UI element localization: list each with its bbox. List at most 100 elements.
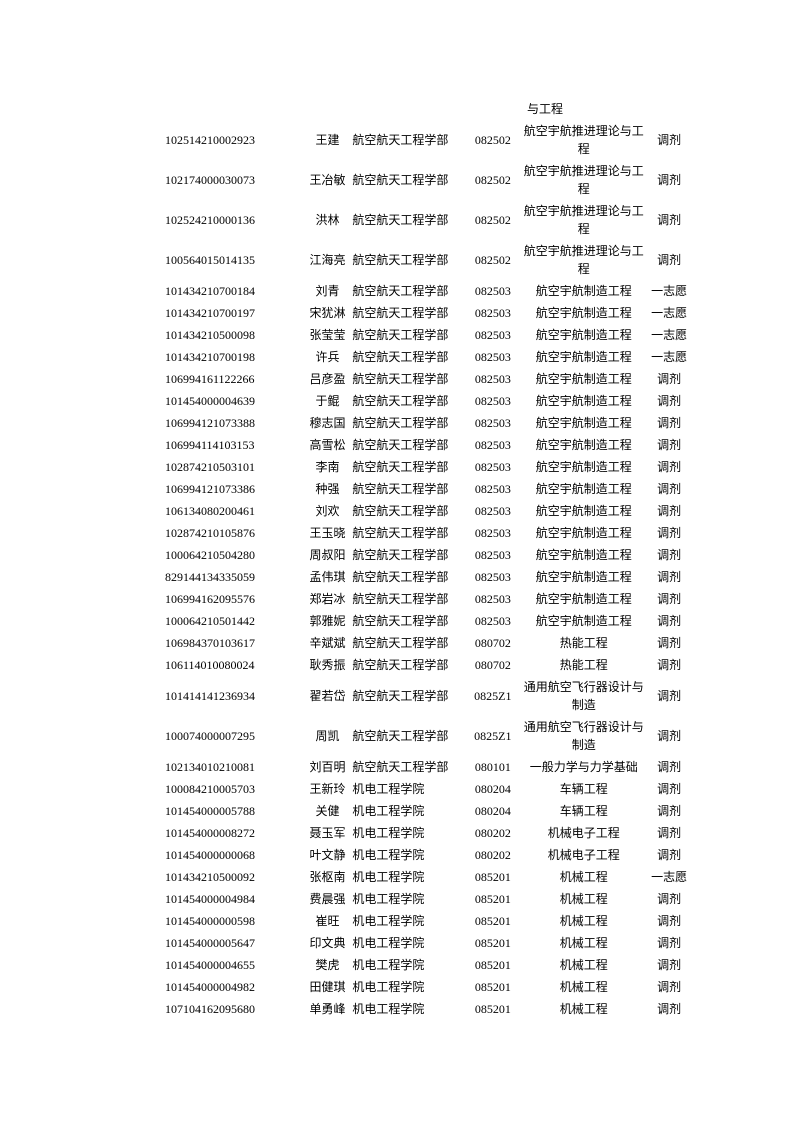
table-row: 100084210005703王新玲机电工程学院080204车辆工程调剂 (165, 778, 694, 800)
type-cell: 调剂 (644, 434, 694, 456)
major-cell: 航空宇航制造工程 (523, 302, 644, 324)
major-cell: 航空宇航制造工程 (523, 500, 644, 522)
major-cell: 机械工程 (523, 976, 644, 998)
dept-cell: 机电工程学院 (352, 866, 462, 888)
code-cell: 080702 (463, 654, 524, 676)
type-cell: 调剂 (644, 120, 694, 160)
type-cell: 调剂 (644, 976, 694, 998)
dept-cell: 航空航天工程学部 (352, 676, 462, 716)
id-cell: 101454000005788 (165, 800, 303, 822)
name-cell: 宋犹淋 (303, 302, 353, 324)
dept-cell: 航空航天工程学部 (352, 756, 462, 778)
code-cell: 080202 (463, 844, 524, 866)
name-cell: 翟若岱 (303, 676, 353, 716)
type-cell: 一志愿 (644, 324, 694, 346)
table-row: 101434210500092张枢南机电工程学院085201机械工程一志愿 (165, 866, 694, 888)
table-row: 100564015014135江海亮航空航天工程学部082502航空宇航推进理论… (165, 240, 694, 280)
type-cell: 调剂 (644, 588, 694, 610)
id-cell: 101454000008272 (165, 822, 303, 844)
name-cell: 周凯 (303, 716, 353, 756)
id-cell: 102874210105876 (165, 522, 303, 544)
major-cell: 机械工程 (523, 954, 644, 976)
type-cell: 调剂 (644, 160, 694, 200)
name-cell: 孟伟琪 (303, 566, 353, 588)
name-cell: 耿秀振 (303, 654, 353, 676)
table-row: 106134080200461刘欢航空航天工程学部082503航空宇航制造工程调… (165, 500, 694, 522)
table-row: 106994114103153高雪松航空航天工程学部082503航空宇航制造工程… (165, 434, 694, 456)
id-cell: 106994121073388 (165, 412, 303, 434)
table-row: 102134010210081刘百明航空航天工程学部080101一般力学与力学基… (165, 756, 694, 778)
type-cell: 调剂 (644, 390, 694, 412)
table-row: 106994121073388穆志国航空航天工程学部082503航空宇航制造工程… (165, 412, 694, 434)
code-cell: 082503 (463, 500, 524, 522)
name-cell: 刘百明 (303, 756, 353, 778)
table-row: 106994121073386种强航空航天工程学部082503航空宇航制造工程调… (165, 478, 694, 500)
id-cell: 100084210005703 (165, 778, 303, 800)
code-cell: 082503 (463, 478, 524, 500)
name-cell: 樊虎 (303, 954, 353, 976)
type-cell: 调剂 (644, 756, 694, 778)
id-cell: 106114010080024 (165, 654, 303, 676)
major-cell: 航空宇航制造工程 (523, 280, 644, 302)
table-row: 101454000008272聂玉军机电工程学院080202机械电子工程调剂 (165, 822, 694, 844)
major-cell: 通用航空飞行器设计与制造 (523, 676, 644, 716)
dept-cell: 机电工程学院 (352, 954, 462, 976)
dept-cell: 机电工程学院 (352, 910, 462, 932)
major-cell: 机械工程 (523, 932, 644, 954)
id-cell: 102174000030073 (165, 160, 303, 200)
id-cell: 101454000004982 (165, 976, 303, 998)
major-cell: 机械工程 (523, 910, 644, 932)
major-cell: 航空宇航制造工程 (523, 434, 644, 456)
major-cell: 车辆工程 (523, 778, 644, 800)
id-cell: 101434210500098 (165, 324, 303, 346)
code-cell: 082503 (463, 368, 524, 390)
type-cell: 调剂 (644, 240, 694, 280)
code-cell: 085201 (463, 866, 524, 888)
name-cell: 高雪松 (303, 434, 353, 456)
id-cell: 100064210504280 (165, 544, 303, 566)
major-cell: 航空宇航制造工程 (523, 478, 644, 500)
table-row: 102874210503101李南航空航天工程学部082503航空宇航制造工程调… (165, 456, 694, 478)
type-cell: 调剂 (644, 954, 694, 976)
table-row: 101434210700184刘青航空航天工程学部082503航空宇航制造工程一… (165, 280, 694, 302)
id-cell: 101414141236934 (165, 676, 303, 716)
id-cell: 101434210700198 (165, 346, 303, 368)
major-cell: 机械电子工程 (523, 844, 644, 866)
name-cell: 周叔阳 (303, 544, 353, 566)
id-cell: 106994121073386 (165, 478, 303, 500)
name-cell: 张莹莹 (303, 324, 353, 346)
table-row: 101454000005647印文典机电工程学院085201机械工程调剂 (165, 932, 694, 954)
dept-cell: 航空航天工程学部 (352, 654, 462, 676)
type-cell: 调剂 (644, 500, 694, 522)
major-cell: 一般力学与力学基础 (523, 756, 644, 778)
admissions-table: 102514210002923王建航空航天工程学部082502航空宇航推进理论与… (165, 120, 694, 1020)
code-cell: 085201 (463, 976, 524, 998)
code-cell: 0825Z1 (463, 716, 524, 756)
major-cell: 航空宇航制造工程 (523, 324, 644, 346)
code-cell: 085201 (463, 910, 524, 932)
type-cell: 一志愿 (644, 346, 694, 368)
code-cell: 085201 (463, 954, 524, 976)
id-cell: 102874210503101 (165, 456, 303, 478)
major-cell: 航空宇航制造工程 (523, 368, 644, 390)
code-cell: 082502 (463, 160, 524, 200)
name-cell: 王冶敏 (303, 160, 353, 200)
name-cell: 辛斌斌 (303, 632, 353, 654)
id-cell: 106994114103153 (165, 434, 303, 456)
table-row: 101414141236934翟若岱航空航天工程学部0825Z1通用航空飞行器设… (165, 676, 694, 716)
code-cell: 082503 (463, 434, 524, 456)
id-cell: 829144134335059 (165, 566, 303, 588)
dept-cell: 航空航天工程学部 (352, 456, 462, 478)
id-cell: 101454000000598 (165, 910, 303, 932)
major-cell: 航空宇航制造工程 (523, 588, 644, 610)
code-cell: 0825Z1 (463, 676, 524, 716)
type-cell: 调剂 (644, 478, 694, 500)
name-cell: 王建 (303, 120, 353, 160)
id-cell: 101434210700197 (165, 302, 303, 324)
type-cell: 调剂 (644, 610, 694, 632)
table-row: 101454000004982田健琪机电工程学院085201机械工程调剂 (165, 976, 694, 998)
dept-cell: 机电工程学院 (352, 932, 462, 954)
code-cell: 080702 (463, 632, 524, 654)
type-cell: 调剂 (644, 676, 694, 716)
dept-cell: 机电工程学院 (352, 998, 462, 1020)
